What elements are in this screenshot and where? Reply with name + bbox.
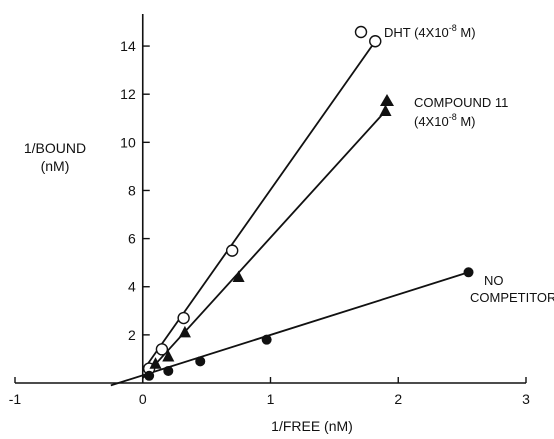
y-axis-title-line2: (nM) [41,158,70,174]
point-filled-triangle [149,357,162,369]
point-open-circle [369,35,382,48]
point-filled-triangle [178,325,191,338]
y-ticks: 2 4 6 8 10 12 14 [120,38,150,343]
point-filled-circle [195,356,206,367]
point-filled-triangle [162,349,175,362]
point-open-circle [155,343,169,356]
x-tick-label: -1 [9,391,22,407]
x-tick-label: 0 [139,391,147,407]
y-tick-label: 10 [120,134,136,150]
compound11-label-sup: -8 [449,112,457,122]
y-tick-label: 6 [128,231,136,247]
fit-lines [110,40,469,387]
compound11-label-line1: COMPOUND 11 [414,95,508,110]
point-filled-triangle [379,104,392,116]
dht-label-post: M) [457,25,476,40]
point-open-circle [225,244,239,257]
point-filled-circle [463,267,474,278]
compound11-label-post: M) [457,114,476,129]
legend-open-circle [354,25,368,39]
fit-line-series-0 [142,40,376,372]
x-axis-title: 1/FREE (nM) [271,418,353,434]
series-label-compound11: COMPOUND 11 (4X10-8 M) [414,95,508,129]
y-tick-label: 12 [120,86,136,102]
y-axis-title-line1: 1/BOUND [24,140,86,156]
svg-text:(4X10-8 M): (4X10-8 M) [414,112,476,129]
compound11-label-pre: (4X10 [414,114,449,129]
point-filled-circle [163,365,174,376]
point-filled-circle [144,370,155,381]
no-competitor-label-line2: COMPETITOR [470,290,554,305]
axes [15,14,526,384]
series-label-dht: DHT (4X10-8 M) [384,23,476,40]
y-tick-label: 14 [120,38,136,54]
point-filled-circle [261,334,272,345]
legend-filled-triangle [380,94,394,106]
y-tick-label: 4 [128,279,136,295]
point-open-circle [177,311,190,325]
x-tick-label: 2 [394,391,402,407]
point-filled-triangle [232,270,245,283]
x-ticks: -1 0 1 2 3 [9,377,530,407]
no-competitor-label-line1: NO [484,273,504,288]
dht-label-pre: DHT (4X10 [384,25,449,40]
svg-text:DHT (4X10-8 M): DHT (4X10-8 M) [384,23,476,40]
x-tick-label: 1 [267,391,275,407]
series-label-no-competitor: NO COMPETITOR [470,273,554,305]
y-tick-label: 8 [128,182,136,198]
x-tick-label: 3 [522,391,530,407]
dht-label-sup: -8 [449,23,457,33]
y-tick-label: 2 [128,327,136,343]
data-markers [142,25,474,381]
